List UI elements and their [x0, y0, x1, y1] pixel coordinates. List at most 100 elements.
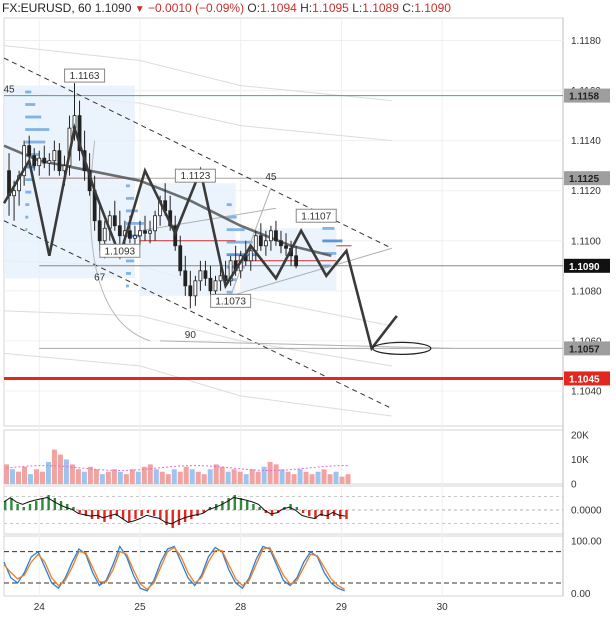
volume-bar: [333, 471, 339, 484]
volume-bar: [117, 471, 123, 484]
angle-label: 67: [94, 272, 106, 283]
volume-bar: [135, 471, 141, 484]
candle-body: [27, 145, 32, 157]
candle-body: [102, 227, 107, 242]
volume-bar: [207, 469, 213, 484]
x-tick-label: 28: [235, 602, 247, 613]
macd-histogram-bar: [97, 510, 100, 519]
macd-histogram-bar: [4, 501, 7, 510]
candle-body: [128, 230, 132, 239]
volume-profile-bar: [25, 140, 46, 144]
price-annotation-box: [210, 293, 252, 308]
open-value: 1.1094: [260, 1, 297, 15]
volume-profile-bar: [226, 203, 232, 207]
candle-body: [22, 145, 27, 177]
volume-bar: [261, 466, 267, 484]
volume-profile-bar: [226, 228, 245, 232]
price-annotation-label: 1.1073: [215, 296, 246, 307]
candle-body: [258, 235, 263, 247]
macd-histogram-bar: [41, 498, 44, 510]
macd-histogram-bar: [47, 495, 50, 510]
volume-bar: [237, 471, 243, 484]
macd-histogram-bar: [165, 510, 168, 525]
macd-histogram-bar: [326, 510, 330, 519]
candle-body: [133, 235, 137, 239]
volume-bar: [315, 471, 321, 484]
y-tick-label: 1.1040: [571, 386, 602, 397]
macd-histogram-bar: [196, 510, 199, 516]
volume-bar: [189, 469, 195, 484]
volume-profile-bar: [25, 103, 36, 106]
volume-bar: [285, 471, 291, 484]
macd-histogram-bar: [183, 510, 187, 522]
candle-body: [57, 150, 62, 172]
candle-body: [294, 255, 298, 267]
candle-body: [188, 285, 193, 297]
candle-body: [193, 280, 198, 297]
x-tick-label: 30: [437, 602, 449, 613]
volume-bar: [339, 476, 345, 484]
macd-histogram-bar: [28, 504, 32, 510]
macd-histogram-bar: [177, 510, 181, 525]
volume-bar: [273, 464, 279, 484]
volume-profile-bar: [25, 153, 40, 156]
macd-histogram-bar: [121, 510, 125, 519]
price-annotation-box: [99, 243, 141, 258]
volume-profile-bar: [25, 228, 28, 232]
macd-histogram-bar: [10, 498, 13, 510]
macd-histogram-bar: [295, 507, 299, 510]
candle-body: [213, 280, 218, 292]
price-annotation-label: 1.1163: [70, 71, 100, 82]
volume-bar: [27, 474, 33, 484]
angle-label: 90: [185, 330, 197, 341]
envelope-line: [3, 45, 392, 102]
volume-bar: [243, 474, 249, 484]
volume-bar: [183, 466, 189, 484]
volume-bar: [87, 466, 93, 484]
macd-histogram-bar: [90, 510, 94, 519]
candle-body: [269, 230, 273, 242]
candle-body: [284, 245, 288, 249]
candle-body: [12, 190, 16, 197]
stochastic-panel: [3, 535, 564, 597]
volume-bar: [111, 469, 117, 484]
volume-tick-label: 20K: [571, 430, 589, 441]
volume-profile-bar: [125, 284, 129, 288]
macd-histogram-bar: [78, 510, 81, 513]
stochastic-k-line: [3, 545, 345, 592]
volume-profile-bar: [322, 252, 337, 255]
price-annotation-box: [64, 68, 106, 83]
candle-body: [77, 115, 82, 152]
volume-bar: [141, 466, 147, 484]
volume-bar: [69, 464, 75, 484]
volume-bar: [9, 469, 15, 484]
macd-histogram-bar: [345, 510, 348, 519]
candle-body: [263, 240, 268, 247]
volume-bar: [279, 469, 285, 484]
volume-bar: [213, 464, 219, 484]
volume-bar: [15, 471, 21, 484]
close-label: C:: [402, 1, 415, 15]
price-tag-label: 1.1090: [569, 262, 600, 273]
low-label: L:: [352, 1, 363, 15]
price-tag: [564, 171, 610, 186]
macd-histogram-bar: [270, 510, 274, 516]
macd-histogram-bar: [239, 498, 243, 510]
y-tick-label: 1.1180: [571, 36, 601, 47]
volume-bar: [45, 461, 51, 484]
volume-bar: [21, 466, 27, 484]
volume-bar: [171, 469, 177, 484]
macd-histogram-bar: [227, 498, 230, 510]
price-tag: [564, 258, 610, 273]
macd-histogram-bar: [35, 501, 38, 510]
volume-bar: [345, 474, 351, 484]
macd-histogram-bar: [66, 504, 69, 510]
close-value: 1.1090: [414, 1, 451, 15]
macd-histogram-bar: [208, 507, 212, 510]
volume-bar: [63, 459, 69, 484]
envelope-line: [3, 310, 392, 367]
macd-histogram-bar: [301, 510, 305, 513]
price-annotation-box: [295, 208, 337, 223]
price-tag-label: 1.1057: [569, 344, 600, 355]
